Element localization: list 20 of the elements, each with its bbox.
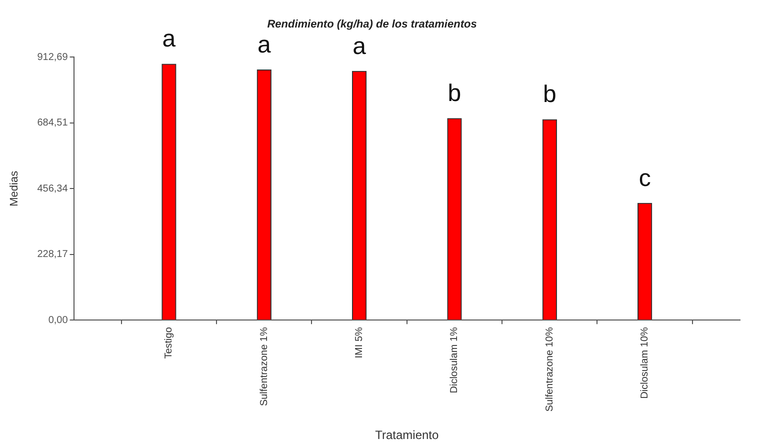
y-tick-label: 228,17 bbox=[37, 249, 68, 260]
annotation: a bbox=[352, 32, 367, 60]
annotation: a bbox=[162, 26, 176, 53]
y-tick-label: 0,00 bbox=[48, 314, 68, 326]
x-axis-title: Tratamiento bbox=[375, 428, 439, 442]
x-tick-label: Sulfentrazone 1% bbox=[258, 327, 270, 406]
x-tick-label: Diclosulam 10% bbox=[640, 327, 651, 399]
x-tick-label: Testigo bbox=[164, 326, 175, 359]
y-tick-label: 684,51 bbox=[37, 118, 68, 129]
x-tick-label: IMI 5% bbox=[354, 326, 366, 358]
y-tick-label: 912,69 bbox=[37, 52, 68, 63]
x-tick-label: Sulfentrazone 10% bbox=[544, 327, 556, 412]
y-axis-title: Medias bbox=[8, 170, 21, 206]
annotation: b bbox=[542, 81, 556, 108]
annotation: b bbox=[448, 80, 462, 108]
chart-title: Rendimiento (kg/ha) de los tratamientos bbox=[267, 18, 477, 31]
annotation: c bbox=[638, 164, 651, 192]
x-tick-label: Diclosulam 1% bbox=[449, 326, 460, 394]
y-tick-label: 456,34 bbox=[37, 183, 68, 194]
annotation: a bbox=[257, 31, 272, 58]
